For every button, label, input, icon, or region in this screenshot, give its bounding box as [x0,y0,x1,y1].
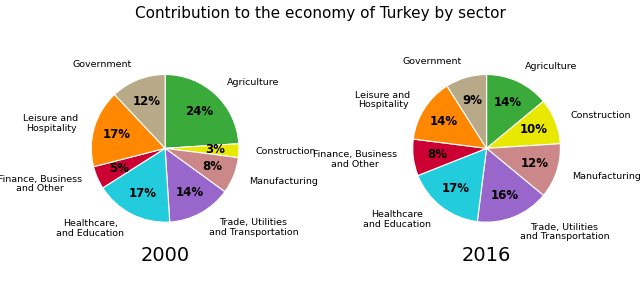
Text: 14%: 14% [175,186,204,199]
Text: 12%: 12% [520,157,548,170]
Text: 3%: 3% [205,143,225,156]
Wedge shape [165,148,225,222]
Text: Trade, Utilities
and Transportation: Trade, Utilities and Transportation [520,223,609,241]
Text: Agriculture: Agriculture [227,78,279,87]
Wedge shape [93,148,165,188]
Text: Finance, Business
and Other: Finance, Business and Other [0,175,83,193]
Wedge shape [486,74,543,148]
Text: 9%: 9% [463,94,483,107]
Wedge shape [486,144,561,195]
Text: Manufacturing: Manufacturing [572,172,640,181]
Wedge shape [413,139,486,176]
Text: Agriculture: Agriculture [525,62,577,71]
Text: 16%: 16% [491,188,519,202]
Text: 5%: 5% [109,162,129,175]
Text: Construction: Construction [570,111,631,120]
Text: Construction: Construction [255,147,316,156]
Text: Trade, Utilities
and Transportation: Trade, Utilities and Transportation [209,218,298,237]
Text: Government: Government [402,57,461,66]
Text: 17%: 17% [128,186,156,200]
Text: Leisure and
Hospitality: Leisure and Hospitality [24,114,79,132]
Text: Leisure and
Hospitality: Leisure and Hospitality [355,91,410,110]
Text: 2000: 2000 [141,246,189,265]
Text: 14%: 14% [430,115,458,128]
Wedge shape [92,94,165,167]
Text: Finance, Business
and Other: Finance, Business and Other [313,150,397,169]
Text: 2016: 2016 [462,246,511,265]
Wedge shape [477,148,543,222]
Text: 8%: 8% [202,160,222,173]
Wedge shape [165,148,238,192]
Wedge shape [115,74,165,148]
Wedge shape [486,101,560,148]
Wedge shape [103,148,170,222]
Text: Government: Government [73,60,132,69]
Wedge shape [165,74,239,148]
Wedge shape [165,144,239,158]
Text: Healthcare,
and Education: Healthcare, and Education [56,219,124,238]
Text: Manufacturing: Manufacturing [249,177,317,186]
Text: 10%: 10% [519,123,547,136]
Wedge shape [418,148,486,222]
Text: 24%: 24% [186,105,214,118]
Wedge shape [413,86,486,148]
Text: Healthcare
and Education: Healthcare and Education [364,210,431,229]
Text: 17%: 17% [103,128,131,141]
Text: 14%: 14% [494,96,522,110]
Text: 8%: 8% [427,148,447,161]
Text: 12%: 12% [132,95,161,108]
Text: 17%: 17% [442,182,470,194]
Text: Contribution to the economy of Turkey by sector: Contribution to the economy of Turkey by… [134,6,506,21]
Wedge shape [447,74,486,148]
